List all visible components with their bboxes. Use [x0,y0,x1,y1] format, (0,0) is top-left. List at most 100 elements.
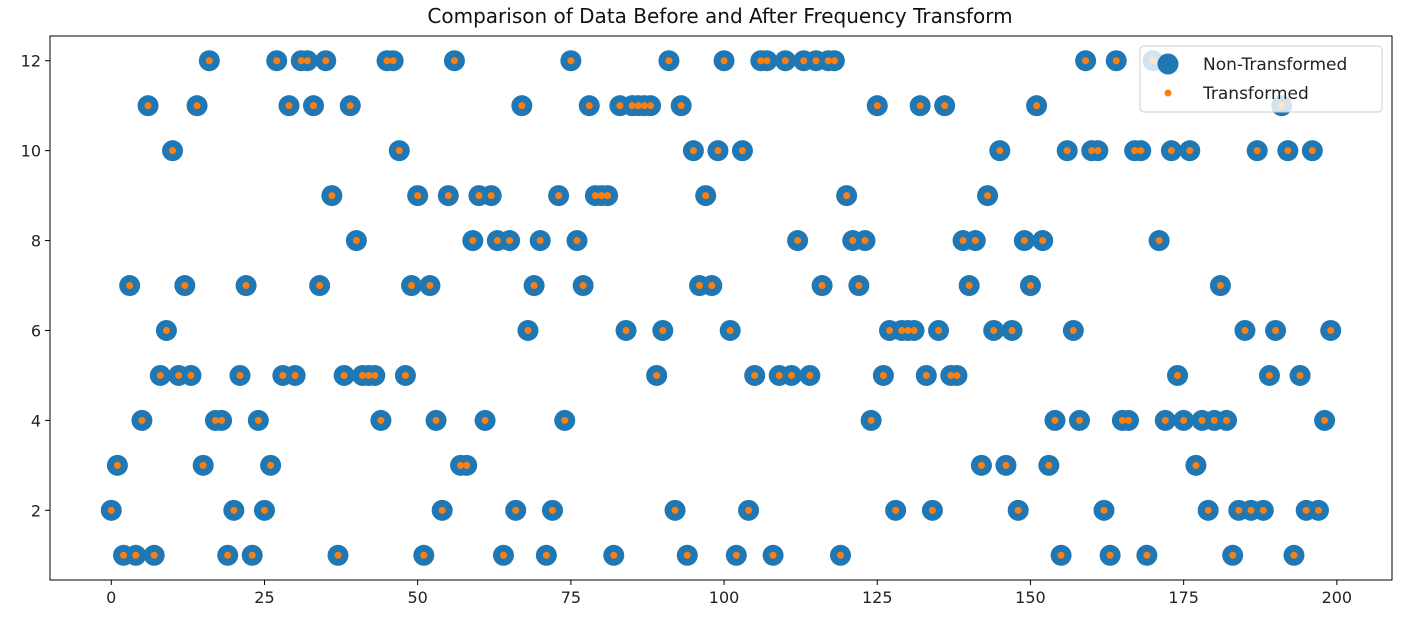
point-transformed [965,282,973,290]
point-transformed [506,237,514,245]
point-transformed [1272,326,1280,334]
point-transformed [647,102,655,110]
point-transformed [1155,237,1163,245]
point-transformed [493,237,501,245]
point-transformed [769,551,777,559]
point-transformed [781,57,789,65]
point-transformed [438,506,446,514]
point-transformed [1100,506,1108,514]
legend-box [1139,45,1383,113]
point-transformed [273,57,281,65]
point-transformed [187,371,195,379]
point-transformed [922,371,930,379]
point-transformed [634,102,642,110]
point-transformed [745,506,753,514]
point-transformed [1118,416,1126,424]
point-transformed [818,282,826,290]
point-transformed [1198,416,1206,424]
point-transformed [328,192,336,200]
point-transformed [267,461,275,469]
point-transformed [1223,416,1231,424]
point-transformed [849,237,857,245]
point-transformed [1192,461,1200,469]
point-transformed [512,506,520,514]
point-transformed [542,551,550,559]
point-transformed [401,371,409,379]
point-transformed [211,416,219,424]
point-transformed [224,551,232,559]
point-transformed [1259,506,1267,514]
point-transformed [408,282,416,290]
point-transformed [1063,147,1071,155]
point-transformed [1112,57,1120,65]
point-transformed [1094,147,1102,155]
point-transformed [1308,147,1316,155]
point-transformed [714,147,722,155]
point-transformed [450,57,458,65]
point-transformed [696,282,704,290]
point-transformed [830,57,838,65]
point-transformed [873,102,881,110]
y-axis: 2 4 6 8 10 12 [21,52,50,520]
point-transformed [702,192,710,200]
point-transformed [812,57,820,65]
point-transformed [230,506,238,514]
point-transformed [530,282,538,290]
point-transformed [1039,237,1047,245]
point-transformed [843,192,851,200]
point-transformed [1057,551,1065,559]
point-transformed [990,326,998,334]
point-transformed [1069,326,1077,334]
point-transformed [941,102,949,110]
point-transformed [365,371,373,379]
point-transformed [1321,416,1329,424]
point-transformed [886,326,894,334]
point-transformed [395,147,403,155]
point-transformed [971,237,979,245]
point-transformed [150,551,158,559]
point-transformed [316,282,324,290]
point-transformed [898,326,906,334]
point-transformed [113,461,121,469]
point-transformed [1253,147,1261,155]
y-tick-label: 2 [31,501,41,520]
point-transformed [499,551,507,559]
point-transformed [518,102,526,110]
point-transformed [861,237,869,245]
point-transformed [120,551,128,559]
x-tick-label: 50 [407,588,427,607]
point-transformed [322,57,330,65]
non-transformed-series [100,50,1342,566]
point-transformed [1008,326,1016,334]
point-transformed [910,326,918,334]
point-transformed [653,371,661,379]
point-transformed [1137,147,1145,155]
point-transformed [1327,326,1335,334]
point-transformed [432,416,440,424]
point-transformed [426,282,434,290]
point-transformed [291,371,299,379]
x-tick-label: 125 [862,588,893,607]
point-transformed [677,102,685,110]
point-transformed [1241,326,1249,334]
point-transformed [616,102,624,110]
point-transformed [107,506,115,514]
point-transformed [622,326,630,334]
point-transformed [561,416,569,424]
point-transformed [420,551,428,559]
point-transformed [763,57,771,65]
legend-label-non-transformed: Non-Transformed [1203,55,1347,75]
point-transformed [475,192,483,200]
x-tick-label: 25 [254,588,274,607]
point-transformed [787,371,795,379]
point-transformed [199,461,207,469]
point-transformed [536,237,544,245]
point-transformed [720,57,728,65]
point-transformed [598,192,606,200]
point-transformed [585,102,593,110]
point-transformed [726,326,734,334]
point-transformed [1020,237,1028,245]
point-transformed [1125,416,1133,424]
point-transformed [1014,506,1022,514]
point-transformed [260,506,268,514]
